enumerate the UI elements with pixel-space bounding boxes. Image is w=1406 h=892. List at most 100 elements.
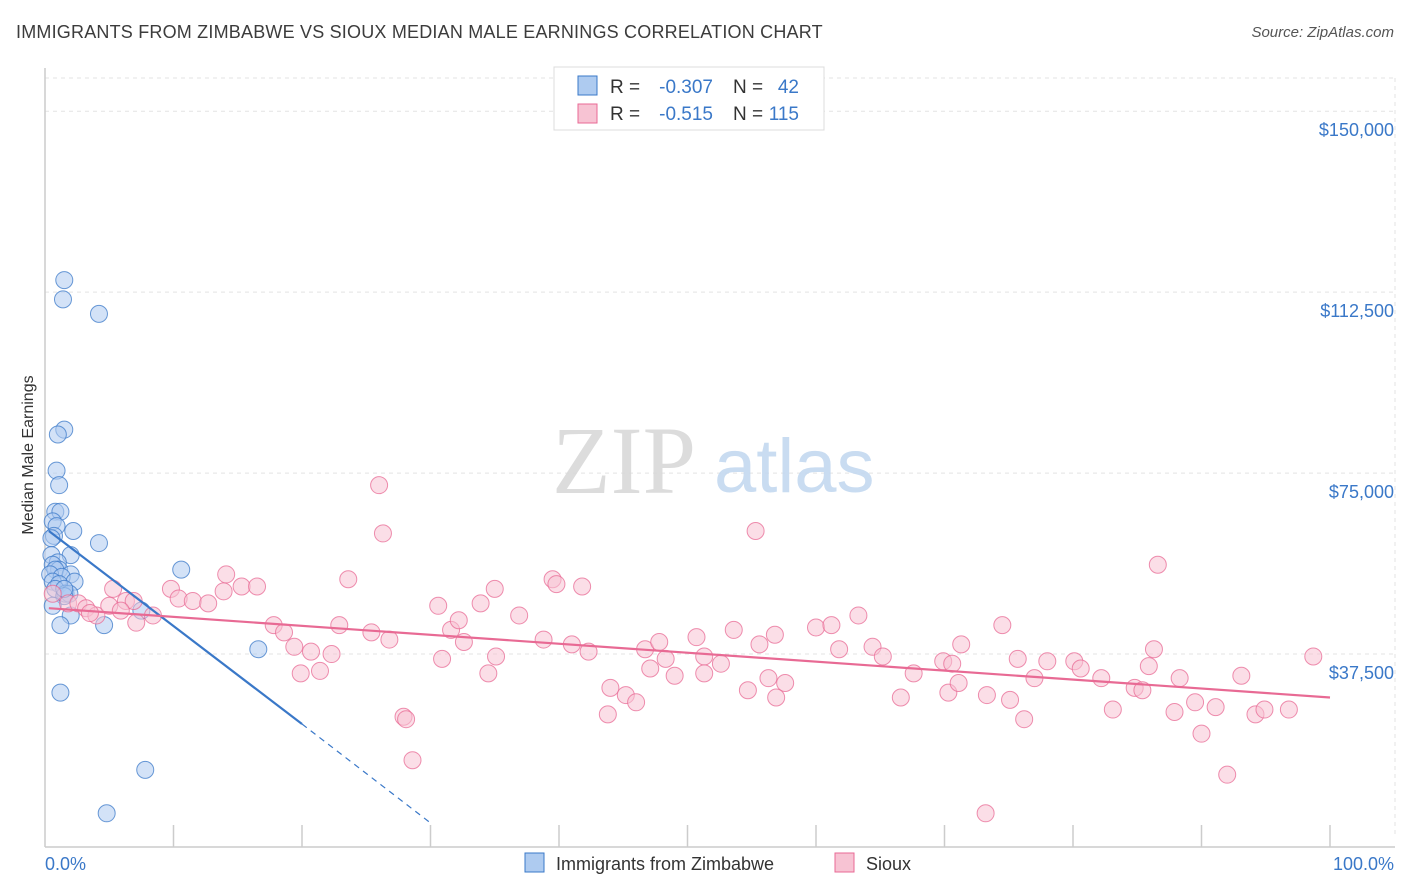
- stats-r-label-zimbabwe: R =: [610, 77, 640, 98]
- trend-lines: [48, 530, 1331, 824]
- point-sioux: [976, 804, 995, 823]
- point-sioux: [695, 647, 714, 666]
- point-sioux: [641, 659, 660, 678]
- watermark-zip: ZIP: [552, 407, 696, 514]
- point-sioux: [43, 584, 62, 603]
- data-points: [41, 271, 1323, 823]
- point-sioux: [665, 666, 684, 685]
- point-sioux: [111, 601, 130, 620]
- stats-r-value-zimbabwe: -0.307: [659, 77, 713, 98]
- point-zimbabwe: [55, 271, 74, 290]
- point-sioux: [1071, 659, 1090, 678]
- point-sioux: [127, 613, 146, 632]
- y-tick-label: $37,500: [1329, 663, 1394, 683]
- point-sioux: [822, 616, 841, 635]
- point-sioux: [573, 577, 592, 596]
- point-zimbabwe: [48, 425, 67, 444]
- point-sioux: [807, 618, 825, 637]
- axes: $37,500 $75,000 $112,500 $150,000 0.0% 100.0%: [44, 68, 1395, 874]
- point-sioux: [1092, 669, 1111, 688]
- point-sioux: [510, 606, 529, 625]
- point-zimbabwe: [51, 683, 70, 702]
- point-sioux: [873, 647, 892, 666]
- point-sioux: [534, 630, 553, 649]
- point-sioux: [1103, 700, 1122, 719]
- y-tick-label: $75,000: [1329, 482, 1394, 502]
- point-sioux: [80, 604, 99, 623]
- point-sioux: [199, 594, 218, 613]
- point-sioux: [449, 611, 468, 630]
- point-sioux: [746, 522, 765, 540]
- point-sioux: [776, 674, 795, 692]
- point-sioux: [1038, 652, 1057, 671]
- point-sioux: [1015, 710, 1034, 729]
- point-sioux: [952, 635, 971, 654]
- point-sioux: [471, 594, 490, 613]
- point-sioux: [232, 577, 251, 596]
- chart-source: Source: ZipAtlas.com: [1251, 24, 1394, 41]
- point-sioux: [1279, 700, 1298, 719]
- point-sioux: [993, 616, 1012, 635]
- point-sioux: [380, 630, 399, 649]
- point-sioux: [217, 565, 236, 584]
- point-sioux: [547, 575, 566, 594]
- point-sioux: [373, 524, 392, 543]
- point-zimbabwe: [89, 534, 108, 553]
- series-zimbabwe: [41, 271, 268, 823]
- point-zimbabwe: [97, 804, 116, 823]
- point-sioux: [214, 582, 233, 601]
- point-sioux: [1232, 666, 1251, 685]
- point-sioux: [1139, 657, 1158, 676]
- stats-swatch-zimbabwe: [577, 75, 598, 96]
- point-sioux: [598, 705, 617, 724]
- point-sioux: [750, 635, 769, 654]
- legend-label-zimbabwe: Immigrants from Zimbabwe: [556, 854, 774, 874]
- point-sioux: [1148, 555, 1167, 574]
- point-sioux: [949, 674, 968, 692]
- point-zimbabwe: [249, 640, 268, 659]
- point-sioux: [977, 686, 996, 705]
- point-sioux: [579, 642, 598, 661]
- point-sioux: [1008, 649, 1027, 668]
- stats-r-value-sioux: -0.515: [659, 104, 713, 125]
- point-sioux: [301, 642, 320, 661]
- point-sioux: [487, 647, 506, 666]
- point-sioux: [479, 664, 498, 683]
- stats-n-value-zimbabwe: 42: [778, 77, 799, 98]
- point-sioux: [403, 751, 422, 770]
- point-sioux: [339, 570, 358, 589]
- point-sioux: [830, 640, 849, 659]
- point-sioux: [1170, 669, 1189, 688]
- point-sioux: [1186, 693, 1205, 712]
- y-axis-label: Median Male Earnings: [20, 375, 37, 534]
- stats-r-label-sioux: R =: [610, 104, 640, 125]
- trend-extension-zimbabwe: [301, 723, 431, 824]
- point-sioux: [104, 579, 123, 598]
- legend-swatch-zimbabwe: [524, 852, 545, 873]
- point-sioux: [759, 669, 778, 688]
- point-sioux: [1165, 702, 1184, 721]
- point-sioux: [291, 664, 310, 683]
- stats-box-frame: [553, 66, 825, 131]
- point-sioux: [695, 664, 714, 683]
- stats-legend-box: R = -0.307 N = 42 R = -0.515 N = 115: [553, 66, 825, 131]
- stats-n-value-sioux: 115: [769, 104, 799, 125]
- point-sioux: [1192, 724, 1211, 743]
- legend-swatch-sioux: [834, 852, 855, 873]
- point-zimbabwe: [172, 560, 191, 579]
- bottom-legend: Immigrants from Zimbabwe Sioux: [524, 852, 911, 874]
- point-sioux: [310, 661, 329, 680]
- stats-swatch-sioux: [577, 103, 598, 124]
- point-sioux: [330, 616, 349, 635]
- point-sioux: [183, 591, 202, 610]
- point-zimbabwe: [64, 522, 83, 540]
- point-sioux: [248, 577, 267, 596]
- point-sioux: [1144, 640, 1163, 659]
- point-sioux: [1218, 765, 1237, 784]
- watermark-atlas: atlas: [714, 424, 875, 509]
- point-sioux: [711, 654, 730, 673]
- point-sioux: [485, 579, 504, 598]
- point-zimbabwe: [53, 290, 72, 309]
- trend-line-zimbabwe: [48, 530, 303, 725]
